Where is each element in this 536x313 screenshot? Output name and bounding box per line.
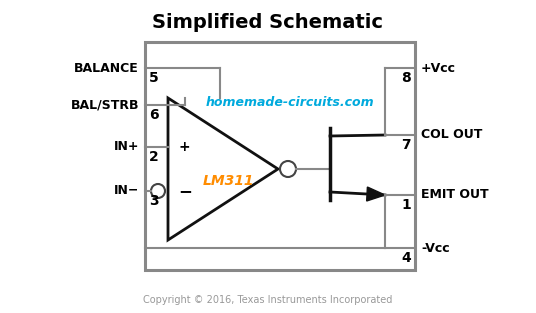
Text: +: + <box>178 140 190 154</box>
Text: Simplified Schematic: Simplified Schematic <box>153 13 383 32</box>
Bar <box>145 42 415 270</box>
Text: LM311: LM311 <box>202 174 254 188</box>
Text: IN+: IN+ <box>114 141 139 153</box>
Text: Copyright © 2016, Texas Instruments Incorporated: Copyright © 2016, Texas Instruments Inco… <box>143 295 393 305</box>
Polygon shape <box>168 98 278 240</box>
Text: IN−: IN− <box>114 184 139 198</box>
Text: 1: 1 <box>401 198 411 212</box>
Text: 8: 8 <box>401 71 411 85</box>
Text: 2: 2 <box>149 150 159 164</box>
Text: BAL/STRB: BAL/STRB <box>71 99 139 111</box>
Text: -Vcc: -Vcc <box>421 242 450 254</box>
Text: BALANCE: BALANCE <box>75 61 139 74</box>
Text: 4: 4 <box>401 251 411 265</box>
Text: COL OUT: COL OUT <box>421 129 482 141</box>
Text: +Vcc: +Vcc <box>421 61 456 74</box>
Text: 6: 6 <box>149 108 159 122</box>
Circle shape <box>280 161 296 177</box>
Polygon shape <box>367 187 385 201</box>
Text: EMIT OUT: EMIT OUT <box>421 188 489 202</box>
Text: 7: 7 <box>401 138 411 152</box>
Text: 3: 3 <box>149 194 159 208</box>
Text: 5: 5 <box>149 71 159 85</box>
Text: homemade-circuits.com: homemade-circuits.com <box>206 96 374 110</box>
Circle shape <box>151 184 165 198</box>
Text: −: − <box>178 182 192 200</box>
